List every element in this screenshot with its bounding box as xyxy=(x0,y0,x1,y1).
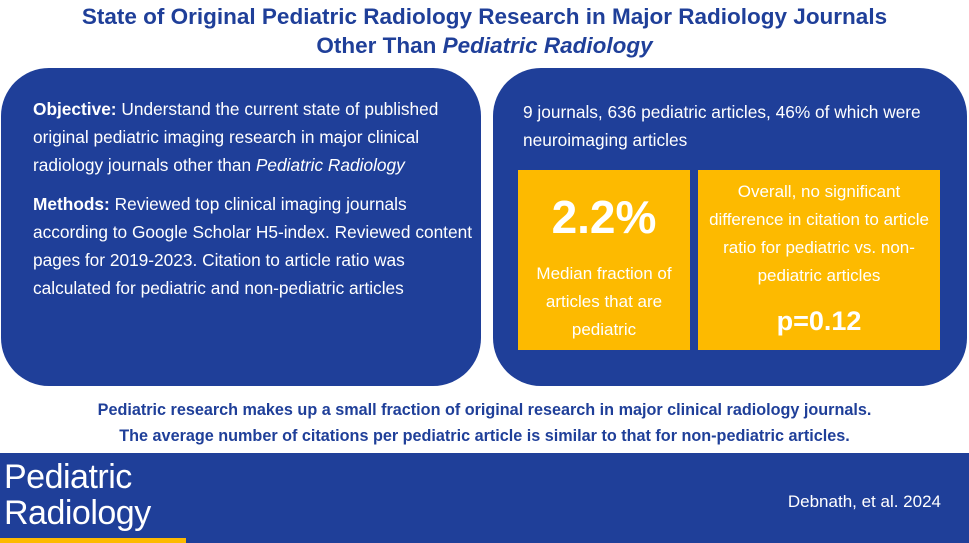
methods-text: Reviewed top clinical imaging journals a… xyxy=(33,194,473,298)
title-line-2: Other Than Pediatric Radiology xyxy=(0,31,969,60)
citation-comparison-description: Overall, no significant difference in ci… xyxy=(709,182,929,285)
footer-bar: Pediatric Radiology Debnath, et al. 2024 xyxy=(0,453,969,543)
objective-text: Understand the current state of publishe… xyxy=(33,99,439,175)
logo-underline xyxy=(0,538,186,543)
methods-label: Methods: xyxy=(33,194,110,214)
citation: Debnath, et al. 2024 xyxy=(787,492,941,511)
logo-line-2: Radiology xyxy=(4,494,151,532)
conclusion: Pediatric research makes up a small frac… xyxy=(0,397,969,449)
median-fraction-value: 2.2% xyxy=(551,191,657,243)
conclusion-line-2: The average number of citations per pedi… xyxy=(119,427,850,445)
title-line-1: State of Original Pediatric Radiology Re… xyxy=(81,4,888,29)
p-value: p=0.12 xyxy=(776,306,862,336)
citation-comparison-box: Overall, no significant difference in ci… xyxy=(698,170,940,350)
title-line-2-prefix: Other Than xyxy=(316,33,443,58)
title-journal-name: Pediatric Radiology xyxy=(442,33,653,58)
objective-methods-text: Objective: Understand the current state … xyxy=(33,95,473,313)
objective-journal-name: Pediatric Radiology xyxy=(255,155,405,175)
results-panel: 9 journals, 636 pediatric articles, 46% … xyxy=(493,68,967,386)
results-summary: 9 journals, 636 pediatric articles, 46% … xyxy=(523,102,921,150)
page-title: State of Original Pediatric Radiology Re… xyxy=(0,2,969,60)
median-fraction-description: Median fraction of articles that are ped… xyxy=(536,264,672,339)
conclusion-line-1: Pediatric research makes up a small frac… xyxy=(97,401,872,419)
objective-methods-panel: Objective: Understand the current state … xyxy=(1,68,481,386)
methods-paragraph: Methods: Reviewed top clinical imaging j… xyxy=(33,190,473,302)
journal-logo: Pediatric Radiology xyxy=(4,459,151,531)
logo-line-1: Pediatric xyxy=(4,458,132,496)
median-fraction-box: 2.2% Median fraction of articles that ar… xyxy=(518,170,690,350)
objective-label: Objective: xyxy=(33,99,117,119)
objective-paragraph: Objective: Understand the current state … xyxy=(33,95,473,179)
